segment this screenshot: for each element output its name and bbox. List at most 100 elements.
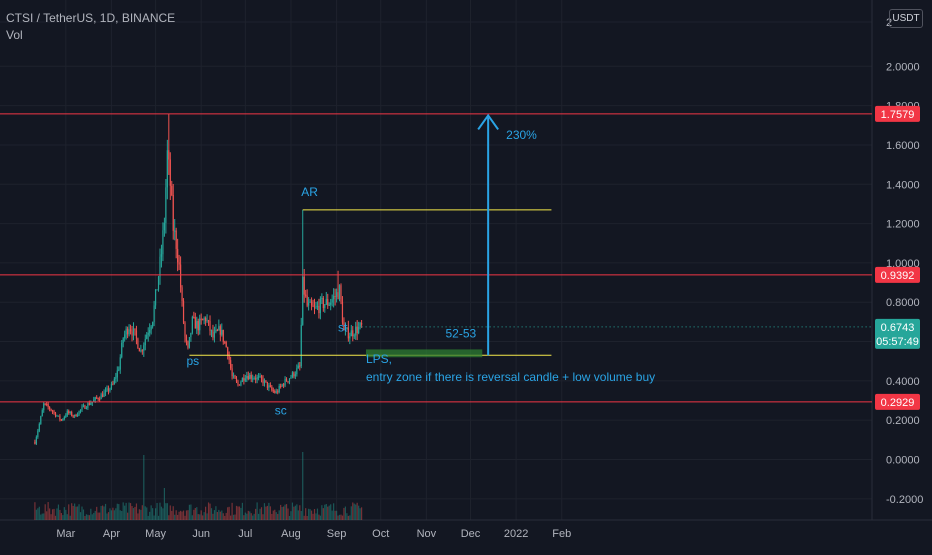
- volume-bar: [284, 504, 286, 520]
- candle-body: [94, 397, 96, 400]
- candle-body: [185, 336, 188, 342]
- volume-bar: [349, 515, 351, 520]
- candle-body: [110, 383, 113, 389]
- volume-bar: [263, 503, 266, 520]
- volume-bar: [87, 514, 89, 520]
- volume-bar: [277, 513, 279, 520]
- candle-body: [283, 384, 285, 386]
- candle-body: [128, 329, 130, 335]
- volume-bar: [257, 513, 260, 520]
- volume-bar: [132, 508, 135, 520]
- volume-bar: [297, 510, 299, 520]
- volume-bar: [101, 505, 104, 520]
- candle-body: [302, 276, 304, 325]
- candle-body: [347, 327, 349, 339]
- candle-body: [179, 264, 182, 288]
- candle-body: [154, 289, 157, 306]
- volume-bar: [232, 514, 235, 520]
- volume-bar: [268, 502, 270, 520]
- candle-body: [213, 331, 216, 338]
- volume-bar: [247, 510, 249, 520]
- candle-body: [87, 403, 89, 408]
- currency-button[interactable]: USDT: [889, 9, 923, 28]
- volume-bar: [82, 509, 85, 520]
- candle-body: [159, 256, 161, 277]
- candle-body: [140, 350, 142, 352]
- candle-body: [190, 332, 192, 338]
- volume-bar: [43, 513, 45, 520]
- candle-body: [215, 329, 217, 332]
- y-tick-label: 1.6000: [886, 140, 920, 152]
- volume-bar: [71, 503, 73, 520]
- volume-bar: [337, 515, 339, 520]
- candle-body: [358, 326, 360, 334]
- candle-body: [115, 377, 117, 379]
- candle-body: [57, 415, 60, 417]
- volume-bar: [193, 509, 195, 520]
- volume-bar: [134, 506, 136, 520]
- volume-bar: [262, 514, 264, 520]
- candle-body: [132, 328, 135, 336]
- candle-body: [234, 375, 236, 379]
- volume-bar: [116, 503, 118, 520]
- volume-bar: [184, 515, 186, 520]
- candle-body: [257, 376, 260, 378]
- y-tick-label: 0.2000: [886, 415, 920, 427]
- candle-body: [199, 318, 201, 331]
- volume-bar: [358, 505, 360, 520]
- candle-body: [360, 323, 363, 325]
- candle-body: [312, 305, 314, 307]
- candle-body: [331, 299, 333, 303]
- candle-body: [93, 399, 95, 402]
- volume-bar: [271, 513, 273, 520]
- candle-body: [46, 403, 48, 405]
- volume-bar: [260, 507, 263, 520]
- volume-bar: [51, 509, 54, 520]
- candle-body: [322, 298, 324, 309]
- candle-body: [337, 292, 339, 300]
- y-tick-label: 2.0000: [886, 61, 920, 73]
- candle-body: [166, 150, 168, 188]
- volume-bar: [65, 509, 67, 520]
- candle-body: [153, 305, 155, 323]
- candle-body: [241, 377, 243, 382]
- volume-bar: [312, 513, 314, 520]
- volume-bar: [200, 510, 202, 520]
- candle-body: [197, 321, 199, 331]
- volume-bar: [90, 508, 92, 520]
- volume-bar: [205, 506, 207, 520]
- volume-bar: [265, 506, 267, 520]
- volume-bar: [159, 502, 161, 520]
- volume-bar: [196, 507, 198, 520]
- target-arrow-label: 230%: [506, 128, 537, 142]
- volume-bar: [191, 515, 193, 520]
- volume-bar: [68, 504, 70, 520]
- candle-body: [178, 262, 180, 265]
- candle-body: [265, 380, 267, 382]
- volume-group: [34, 452, 363, 520]
- volume-bar: [269, 506, 271, 520]
- candle-body: [343, 322, 345, 331]
- candle-body: [341, 301, 344, 323]
- candle-body: [205, 318, 207, 322]
- candle-body: [235, 378, 238, 382]
- candle-body: [249, 374, 251, 380]
- volume-bar: [60, 513, 62, 520]
- volume-bar: [178, 511, 180, 520]
- candle-body: [237, 381, 239, 385]
- volume-bar: [274, 509, 276, 520]
- y-tick-label: 1.4000: [886, 179, 920, 191]
- x-tick-label: Jul: [238, 528, 252, 540]
- volume-bar: [109, 508, 111, 520]
- volume-bar: [128, 502, 130, 520]
- volume-bar: [237, 506, 239, 520]
- volume-bar: [325, 503, 327, 520]
- candle-body: [260, 376, 263, 379]
- candle-body: [54, 412, 57, 417]
- candle-body: [69, 412, 71, 414]
- x-tick-label: Nov: [417, 528, 437, 540]
- volume-bar: [283, 506, 285, 520]
- candle-body: [209, 320, 211, 331]
